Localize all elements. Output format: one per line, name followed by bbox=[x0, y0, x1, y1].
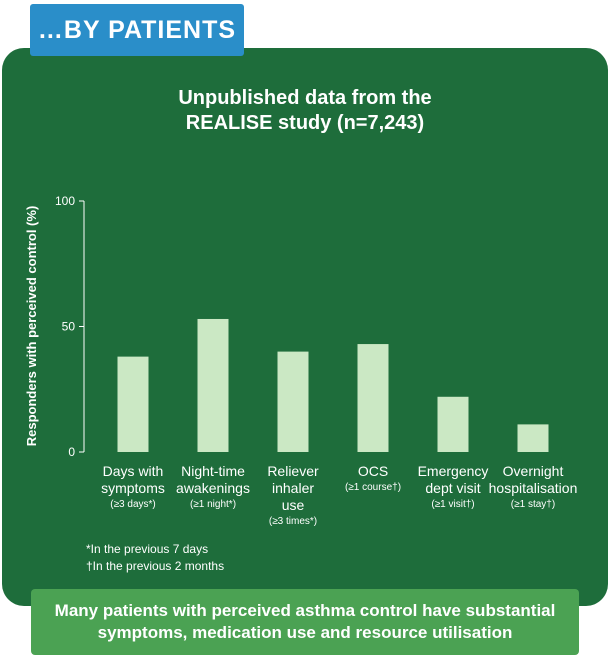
category-sublabel-1: (≥1 night*) bbox=[190, 499, 236, 510]
category-sublabel-3: (≥1 course†) bbox=[345, 482, 401, 493]
y-axis-label: Responders with perceived control (%) bbox=[24, 206, 39, 447]
category-label-1-line-0: Night-time bbox=[181, 463, 245, 479]
bar-3 bbox=[357, 344, 389, 452]
footnotes: *In the previous 7 days †In the previous… bbox=[86, 541, 224, 575]
bar-5 bbox=[517, 424, 549, 452]
category-sublabel-2: (≥3 times*) bbox=[269, 516, 317, 527]
chart-card bbox=[2, 48, 608, 606]
category-label-0-line-1: symptoms bbox=[101, 480, 165, 496]
category-label-4-line-1: dept visit bbox=[425, 480, 480, 496]
section-banner: …BY PATIENTS bbox=[30, 4, 244, 56]
category-sublabel-5: (≥1 stay†) bbox=[511, 499, 555, 510]
category-sublabel-4: (≥1 visit†) bbox=[431, 499, 474, 510]
chart-title-line-2: REALISE study (n=7,243) bbox=[185, 112, 425, 134]
footnote-1: *In the previous 7 days bbox=[86, 542, 209, 556]
bar-4 bbox=[437, 396, 469, 452]
key-message-callout: Many patients with perceived asthma cont… bbox=[31, 589, 579, 655]
y-tick-label-0: 0 bbox=[68, 445, 75, 459]
category-label-3-line-0: OCS bbox=[358, 463, 388, 479]
category-label-5-line-1: hospitalisation bbox=[489, 480, 578, 496]
category-label-0-line-0: Days with bbox=[103, 463, 164, 479]
bar-1 bbox=[197, 318, 229, 452]
bar-2 bbox=[277, 351, 309, 452]
callout-line-2: symptoms, medication use and resource ut… bbox=[97, 623, 513, 642]
chart-title-line-1: Unpublished data from the bbox=[178, 87, 432, 109]
y-tick-label-1: 50 bbox=[62, 320, 76, 334]
callout-line-1: Many patients with perceived asthma cont… bbox=[54, 601, 556, 620]
category-label-4-line-0: Emergency bbox=[418, 463, 489, 479]
bar-0 bbox=[117, 356, 149, 452]
category-sublabel-0: (≥3 days*) bbox=[110, 499, 156, 510]
category-label-2-line-0: Reliever bbox=[267, 463, 319, 479]
category-label-5-line-0: Overnight bbox=[503, 463, 564, 479]
category-label-1-line-1: awakenings bbox=[176, 480, 250, 496]
category-label-2-line-2: use bbox=[282, 497, 305, 513]
footnote-2: †In the previous 2 months bbox=[86, 559, 225, 573]
y-tick-label-2: 100 bbox=[55, 194, 75, 208]
category-label-2-line-1: inhaler bbox=[272, 480, 314, 496]
chart-title: Unpublished data from the REALISE study … bbox=[0, 86, 610, 136]
